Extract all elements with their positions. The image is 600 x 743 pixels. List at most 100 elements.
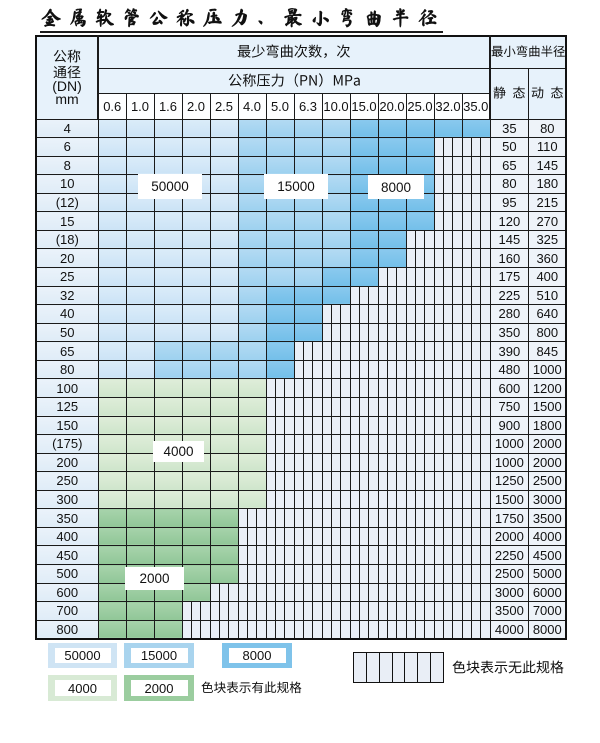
pressure-col-5.0: 5.0 <box>265 92 295 120</box>
dn-cell: (175) <box>35 434 99 454</box>
spec-cell-no-spec <box>461 508 491 528</box>
spec-cell-no-spec <box>237 601 267 621</box>
spec-cell-4000 <box>237 396 267 417</box>
spec-cell-no-spec <box>377 601 407 621</box>
spec-cell-no-spec <box>461 396 491 417</box>
table-row-dn-18: (18) 145 325 <box>35 229 567 250</box>
table-row-dn-250: 250 1250 2500 <box>35 471 567 491</box>
spec-cell-no-spec <box>433 396 463 417</box>
dynamic-radius-cell: 2000 <box>528 434 567 454</box>
dynamic-radius-cell: 145 <box>528 155 567 176</box>
spec-cell-15000 <box>237 137 267 157</box>
legend-box-50000: 50000 <box>48 643 117 668</box>
spec-cell-50000 <box>209 118 239 139</box>
dynamic-radius-cell: 360 <box>528 248 567 268</box>
spec-cell-no-spec <box>433 582 463 603</box>
spec-cell-no-spec <box>293 582 323 603</box>
spec-cell-50000 <box>153 211 183 231</box>
spec-cell-no-spec <box>461 434 491 454</box>
header-row-1: 公称 通径 (DN) mm 最少弯曲次数，次 最小弯曲半径 <box>35 35 567 120</box>
table-row-dn-15: 15 120 270 <box>35 211 567 231</box>
spec-cell-no-spec <box>405 619 435 640</box>
spec-cell-no-spec <box>265 601 295 621</box>
spec-cell-no-spec <box>237 619 267 640</box>
spec-cell-50000 <box>97 285 127 306</box>
dynamic-radius-cell: 1000 <box>528 359 567 380</box>
spec-cell-no-spec <box>377 508 407 528</box>
hatch-stripe <box>418 653 432 682</box>
spec-cell-no-spec <box>293 526 323 547</box>
dn-cell: 600 <box>35 582 99 603</box>
spec-cell-8000 <box>321 267 351 287</box>
legend-hatch-box <box>353 652 444 683</box>
spec-cell-2000 <box>153 526 183 547</box>
spec-cell-no-spec <box>321 415 351 436</box>
spec-cell-50000 <box>181 285 211 306</box>
spec-cell-15000 <box>293 118 323 139</box>
spec-cell-no-spec <box>237 564 267 584</box>
spec-cell-8000 <box>293 304 323 324</box>
spec-cell-no-spec <box>433 322 463 343</box>
page-title: 金属软管公称压力、最小弯曲半径 <box>41 8 438 30</box>
dynamic-radius-cell: 3000 <box>528 489 567 510</box>
table-row-dn-600: 600 3000 6000 <box>35 582 567 603</box>
dn-cell: (12) <box>35 192 99 213</box>
spec-cell-no-spec <box>321 378 351 398</box>
spec-cell-50000 <box>181 267 211 287</box>
spec-cell-50000 <box>125 285 155 306</box>
spec-cell-no-spec <box>349 601 379 621</box>
spec-cell-no-spec <box>405 359 435 380</box>
spec-cell-no-spec <box>209 619 239 640</box>
spec-cell-4000 <box>153 415 183 436</box>
table-row-dn-300: 300 1500 3000 <box>35 489 567 510</box>
spec-cell-8000 <box>405 118 435 139</box>
spec-cell-no-spec <box>405 452 435 473</box>
table-row-dn-400: 400 2000 4000 <box>35 526 567 547</box>
dn-cell: 150 <box>35 415 99 436</box>
dn-cell: 450 <box>35 545 99 565</box>
legend-label-8000: 8000 <box>228 648 286 663</box>
spec-cell-no-spec <box>461 601 491 621</box>
pressure-col-1.0: 1.0 <box>125 92 155 120</box>
dn-cell: 50 <box>35 322 99 343</box>
pressure-col-4.0: 4.0 <box>237 92 267 120</box>
pressure-col-6.3: 6.3 <box>293 92 323 120</box>
dynamic-radius-cell: 8000 <box>528 619 567 640</box>
spec-cell-15000 <box>321 155 351 176</box>
header-radius-title-svg <box>492 45 565 58</box>
dynamic-radius-cell: 7000 <box>528 601 567 621</box>
spec-cell-no-spec <box>265 508 295 528</box>
header-dn-line3: (DN) <box>52 78 82 95</box>
spec-cell-4000 <box>209 471 239 491</box>
spec-cell-2000 <box>209 545 239 565</box>
spec-cell-no-spec <box>433 434 463 454</box>
spec-cell-no-spec <box>349 378 379 398</box>
spec-cell-50000 <box>125 248 155 268</box>
spec-cell-50000 <box>97 359 127 380</box>
spec-cell-4000 <box>153 471 183 491</box>
spec-cell-4000 <box>125 396 155 417</box>
static-radius-cell: 480 <box>489 359 530 380</box>
spec-cell-no-spec <box>433 471 463 491</box>
spec-cell-50000 <box>97 267 127 287</box>
spec-cell-2000 <box>181 545 211 565</box>
static-radius-cell: 225 <box>489 285 530 306</box>
spec-cell-50000 <box>209 155 239 176</box>
spec-cell-15000 <box>237 341 267 361</box>
spec-cell-no-spec <box>433 601 463 621</box>
spec-cell-15000 <box>265 211 295 231</box>
table-row-dn-450: 450 2250 4500 <box>35 545 567 565</box>
spec-cell-no-spec <box>349 396 379 417</box>
spec-cell-8000 <box>349 211 379 231</box>
spec-cell-no-spec <box>377 359 407 380</box>
spec-cell-50000 <box>125 155 155 176</box>
spec-cell-4000 <box>181 489 211 510</box>
spec-cell-50000 <box>181 248 211 268</box>
spec-cell-4000 <box>209 396 239 417</box>
spec-cell-2000 <box>209 508 239 528</box>
dynamic-radius-cell: 215 <box>528 192 567 213</box>
spec-cell-no-spec <box>433 304 463 324</box>
spec-cell-no-spec <box>293 396 323 417</box>
spec-cell-no-spec <box>265 582 295 603</box>
spec-cell-4000 <box>237 434 267 454</box>
